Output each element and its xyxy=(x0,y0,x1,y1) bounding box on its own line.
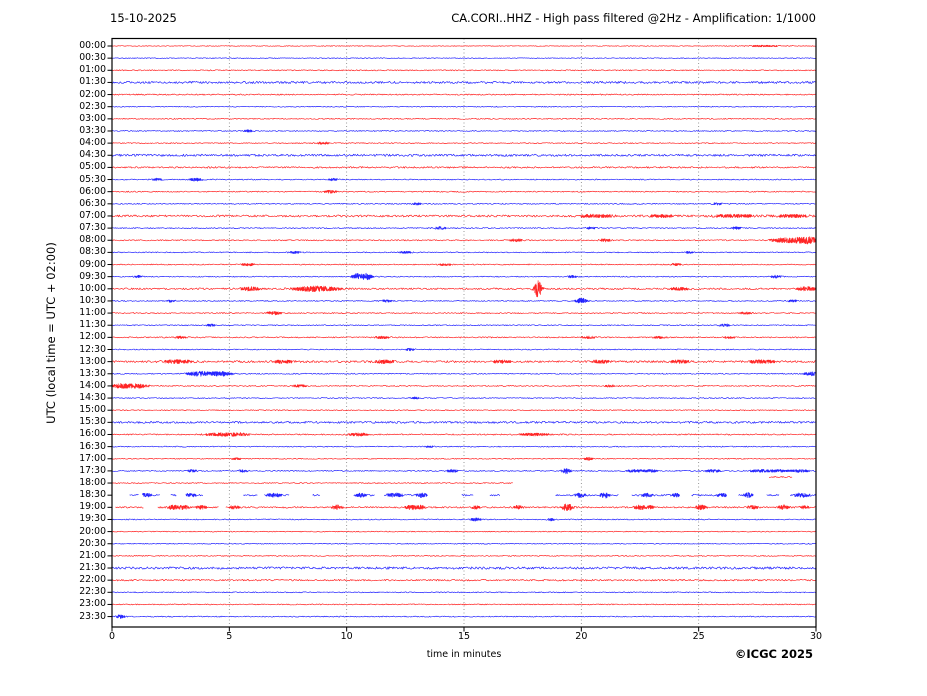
y-tick-label: 22:00 xyxy=(79,574,106,586)
y-tick-label: 18:30 xyxy=(79,489,106,501)
y-tick-label: 12:00 xyxy=(79,331,106,343)
y-tick-label: 07:00 xyxy=(79,209,106,221)
y-tick-label: 21:30 xyxy=(79,562,106,574)
x-tick-label: 20 xyxy=(575,631,588,642)
x-tick-label: 30 xyxy=(809,631,823,642)
y-tick-label: 19:30 xyxy=(79,513,106,525)
y-tick-label: 04:30 xyxy=(79,149,106,161)
y-tick-label: 06:30 xyxy=(79,197,106,209)
y-tick-label: 10:00 xyxy=(79,282,106,294)
x-axis-title: time in minutes xyxy=(426,649,502,660)
y-tick-label: 19:00 xyxy=(79,501,106,513)
y-tick-label: 09:30 xyxy=(79,270,106,282)
y-tick-label: 18:00 xyxy=(79,477,106,489)
y-tick-label: 16:30 xyxy=(79,440,106,452)
y-tick-label: 07:30 xyxy=(79,222,106,234)
y-tick-label: 17:00 xyxy=(79,452,106,464)
y-tick-label: 10:30 xyxy=(79,294,106,306)
y-tick-label: 12:30 xyxy=(79,343,106,355)
y-tick-label: 11:00 xyxy=(79,307,106,319)
y-tick-label: 17:30 xyxy=(79,464,106,476)
y-tick-label: 20:30 xyxy=(79,537,106,549)
y-tick-label: 02:30 xyxy=(79,100,106,112)
y-tick-label: 01:00 xyxy=(79,64,106,76)
x-tick-label: 25 xyxy=(692,631,705,642)
y-tick-label: 21:00 xyxy=(79,549,106,561)
x-tick-label: 10 xyxy=(340,631,353,642)
y-tick-label: 05:30 xyxy=(79,173,106,185)
x-tick-label: 5 xyxy=(226,631,233,642)
y-tick-label: 13:30 xyxy=(79,367,106,379)
y-tick-label: 13:00 xyxy=(79,355,106,367)
y-tick-label: 14:30 xyxy=(79,392,106,404)
y-tick-label: 03:30 xyxy=(79,124,106,136)
date-label: 15-10-2025 xyxy=(110,11,177,25)
y-tick-label: 08:30 xyxy=(79,246,106,258)
y-tick-label: 03:00 xyxy=(79,112,106,124)
y-tick-label: 00:30 xyxy=(79,52,106,64)
y-tick-label: 22:30 xyxy=(79,586,106,598)
y-tick-label: 15:30 xyxy=(79,416,106,428)
y-tick-label: 02:00 xyxy=(79,88,106,100)
y-tick-label: 08:00 xyxy=(79,234,106,246)
y-tick-label: 14:00 xyxy=(79,379,106,391)
y-tick-label: 00:00 xyxy=(79,40,106,51)
y-tick-label: 06:00 xyxy=(79,185,106,197)
y-tick-label: 23:00 xyxy=(79,598,106,610)
y-tick-label: 16:00 xyxy=(79,428,106,440)
plot-title: CA.CORI..HHZ - High pass filtered @2Hz -… xyxy=(451,11,816,25)
y-tick-label: 01:30 xyxy=(79,76,106,88)
x-tick-label: 0 xyxy=(108,631,116,642)
y-tick-label: 20:00 xyxy=(79,525,106,537)
y-tick-label: 15:00 xyxy=(79,404,106,416)
copyright-label: ©ICGC 2025 xyxy=(734,647,813,661)
y-tick-label: 05:00 xyxy=(79,161,106,173)
y-tick-label: 11:30 xyxy=(79,319,106,331)
y-tick-label: 23:30 xyxy=(79,610,106,622)
y-tick-label: 04:00 xyxy=(79,137,106,149)
y-tick-label: 09:00 xyxy=(79,258,106,270)
x-tick-label: 15 xyxy=(457,631,471,642)
